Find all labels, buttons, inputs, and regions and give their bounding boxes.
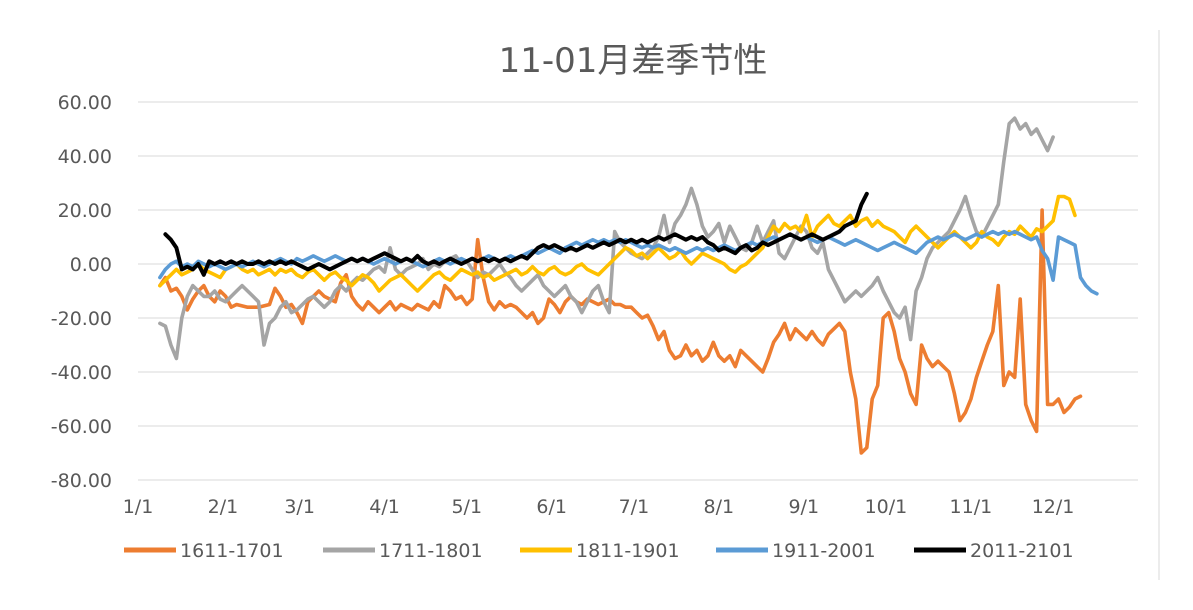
x-axis-tick-labels: 1/1 2/1 3/1 4/1 5/1 6/1 7/1 8/1 9/1 10/1 11/1 12/1 (123, 496, 1075, 518)
x-tick-label: 6/1 (536, 496, 567, 518)
x-tick-label: 2/1 (208, 496, 239, 518)
chart-title: 11-01月差季节性 (499, 41, 768, 81)
legend-item: 1911-2001 (716, 540, 876, 562)
y-tick-label: -80.00 (51, 470, 112, 492)
legend-item: 1711-1801 (323, 540, 483, 562)
x-tick-label: 4/1 (369, 496, 400, 518)
series-line-1811-1901 (158, 194, 1077, 293)
y-axis-tick-labels: 60.00 40.00 20.00 0.00 -20.00 -40.00 -60.00 -80… (51, 92, 112, 492)
legend-label: 1611-1701 (180, 540, 284, 562)
legend-label: 1711-1801 (379, 540, 483, 562)
legend-label: 1911-2001 (772, 540, 876, 562)
y-tick-label: 0.00 (70, 254, 112, 276)
x-tick-label: 11/1 (950, 496, 993, 518)
legend-item: 1811-1901 (520, 540, 680, 562)
y-tick-label: -60.00 (51, 416, 112, 438)
legend-label: 1811-1901 (576, 540, 680, 562)
y-tick-label: -20.00 (51, 308, 112, 330)
x-tick-label: 1/1 (123, 496, 154, 518)
gridlines (138, 101, 1138, 481)
x-tick-label: 12/1 (1032, 496, 1075, 518)
x-tick-label: 9/1 (788, 496, 819, 518)
series-lines (158, 116, 1099, 455)
x-tick-label: 10/1 (865, 496, 908, 518)
series-line-1711-1801 (158, 116, 1055, 361)
y-tick-label: 20.00 (58, 200, 112, 222)
x-tick-label: 5/1 (451, 496, 482, 518)
series-line-1611-1701 (158, 208, 1083, 455)
y-tick-label: 60.00 (58, 92, 112, 114)
x-tick-label: 7/1 (619, 496, 650, 518)
series-line-2011-2101 (163, 191, 869, 277)
legend: 1611-1701 1711-1801 1811-1901 1911-2001 2011… (124, 540, 1074, 562)
y-tick-label: -40.00 (51, 362, 112, 384)
x-tick-label: 8/1 (704, 496, 735, 518)
legend-item: 2011-2101 (914, 540, 1074, 562)
legend-item: 1611-1701 (124, 540, 284, 562)
y-tick-label: 40.00 (58, 146, 112, 168)
legend-label: 2011-2101 (970, 540, 1074, 562)
x-tick-label: 3/1 (284, 496, 315, 518)
